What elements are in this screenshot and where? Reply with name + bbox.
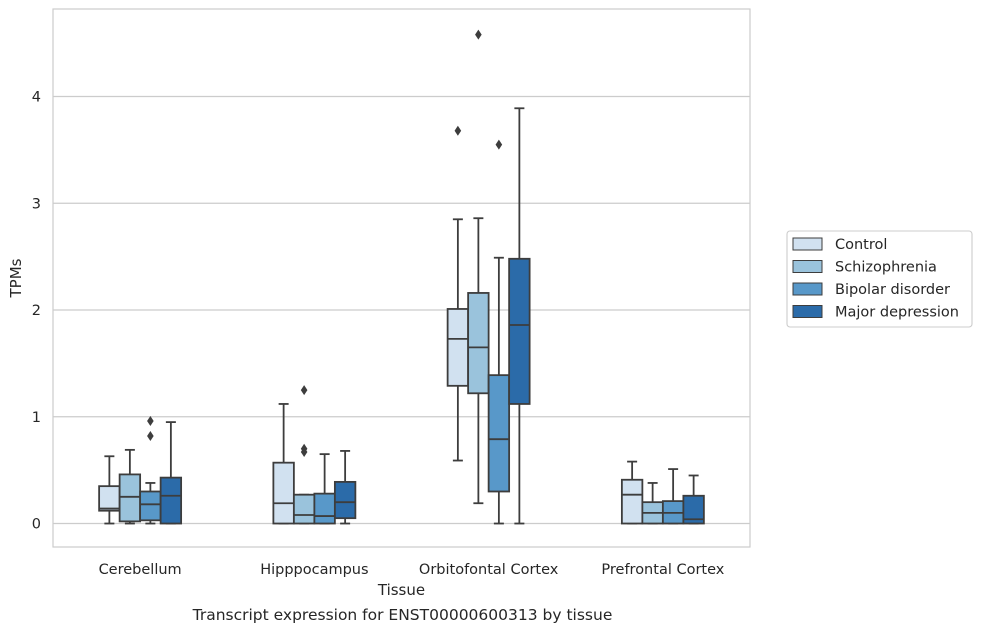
box-2-2	[487, 139, 511, 525]
outlier-point	[300, 385, 308, 396]
box-3-3	[682, 474, 705, 525]
legend: Control Schizophrenia Bipolar disorder Majo…	[786, 230, 973, 328]
x-tick-label: Cerebellum	[99, 562, 182, 578]
grid-lines	[53, 95, 750, 525]
outlier-point	[300, 443, 308, 454]
iqr-box	[272, 461, 295, 525]
box-2-3	[508, 107, 531, 525]
x-tick-label: Prefrontal Cortex	[601, 562, 724, 578]
iqr-box	[292, 493, 316, 525]
legend-item: Control	[792, 237, 887, 253]
box-1-3	[333, 450, 357, 525]
box-plot-series	[98, 29, 705, 525]
y-axis-ticks: 0 1 2 3 4	[32, 90, 41, 533]
y-tick-label: 1	[32, 410, 41, 426]
box-0-0	[98, 455, 121, 525]
legend-frame	[786, 230, 973, 328]
legend-item: Schizophrenia	[792, 260, 937, 276]
outlier-point	[147, 430, 154, 441]
legend-label: Control	[835, 237, 887, 253]
box-3-2	[661, 468, 685, 525]
x-axis-ticks: Cerebellum Hipppocampus Orbitofontal Corte…	[99, 562, 725, 578]
outlier-point	[475, 29, 482, 40]
legend-item: Major depression	[792, 305, 959, 321]
iqr-box	[467, 292, 490, 395]
plot-area-frame	[52, 8, 751, 548]
iqr-box	[446, 308, 470, 387]
box-3-1	[641, 482, 664, 525]
box-1-0	[272, 403, 295, 525]
outlier-point	[147, 416, 154, 427]
x-tick-label: Hipppocampus	[260, 562, 368, 578]
iqr-box	[139, 490, 162, 522]
x-axis-label: Tissue	[377, 581, 425, 599]
y-tick-label: 3	[32, 196, 41, 212]
outlier-point	[495, 139, 503, 150]
iqr-box	[508, 257, 531, 405]
box-2-0	[446, 125, 470, 462]
figure-caption: Transcript expression for ENST0000060031…	[192, 606, 613, 624]
iqr-box	[333, 480, 357, 520]
legend-label: Major depression	[835, 305, 959, 321]
box-1-2	[313, 453, 336, 525]
box-0-3	[159, 421, 183, 525]
legend-item: Bipolar disorder	[792, 282, 950, 298]
outlier-point	[454, 125, 462, 136]
x-tick-label: Orbitofontal Cortex	[419, 562, 559, 578]
box-0-1	[118, 448, 142, 525]
legend-swatch	[792, 260, 823, 273]
legend-label: Bipolar disorder	[835, 282, 950, 298]
box-0-2	[139, 416, 162, 525]
y-tick-label: 4	[32, 90, 41, 106]
y-tick-label: 2	[32, 303, 41, 319]
legend-label: Schizophrenia	[835, 260, 937, 276]
iqr-box	[98, 485, 121, 512]
box-3-0	[620, 460, 644, 525]
box-2-1	[467, 29, 490, 505]
iqr-box	[620, 478, 644, 525]
y-tick-label: 0	[32, 517, 41, 533]
box-1-1	[292, 385, 316, 525]
y-axis-label: TPMs	[7, 258, 25, 298]
iqr-box	[159, 476, 183, 525]
iqr-box	[313, 492, 336, 525]
iqr-box	[118, 473, 142, 523]
iqr-box	[682, 494, 705, 525]
legend-swatch	[792, 237, 823, 251]
legend-swatch	[792, 305, 823, 318]
iqr-box	[487, 374, 511, 493]
legend-swatch	[792, 282, 823, 296]
